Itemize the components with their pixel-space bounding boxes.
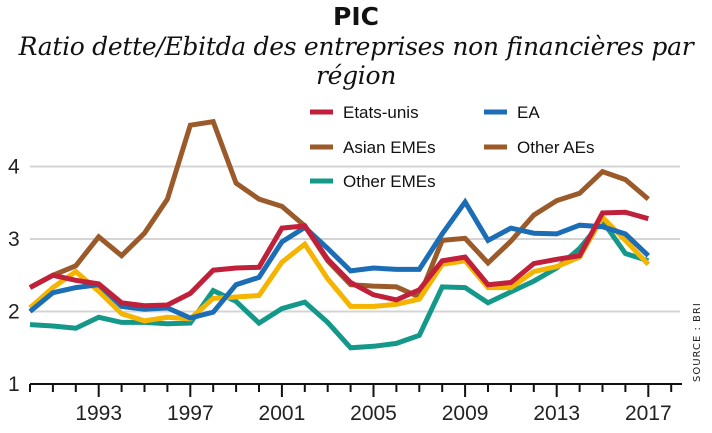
series-line-ea [28,197,651,321]
x-tick-label: 2001 [259,402,306,425]
x-tick-label: 2017 [625,402,672,425]
legend-label: Other EMEs [343,172,436,191]
x-tick-label: 2009 [442,402,489,425]
y-tick-label: 2 [8,301,20,324]
chart-title: PIC [333,2,379,31]
x-tick-label: 1993 [75,402,122,425]
x-tick-label: 2013 [533,402,580,425]
chart-subtitle: Ratio dette/Ebitda des entreprises non f… [18,32,694,90]
y-tick-label: 4 [8,156,20,179]
source-note: SOURCE : BRI [692,302,703,382]
legend-label: EA [517,103,540,122]
y-tick-label: 1 [8,373,20,396]
x-tick-label: 2005 [350,402,397,425]
legend-label: Other AEs [517,138,594,157]
series-line-other-emes [29,216,650,351]
legend-label: Etats-unis [343,103,419,122]
y-tick-label: 3 [8,228,20,251]
series-line-etats-unis [28,209,649,309]
legend-label: Asian EMEs [343,138,436,157]
x-tick-label: 1997 [167,402,214,425]
series-line-other-aes [28,213,651,324]
